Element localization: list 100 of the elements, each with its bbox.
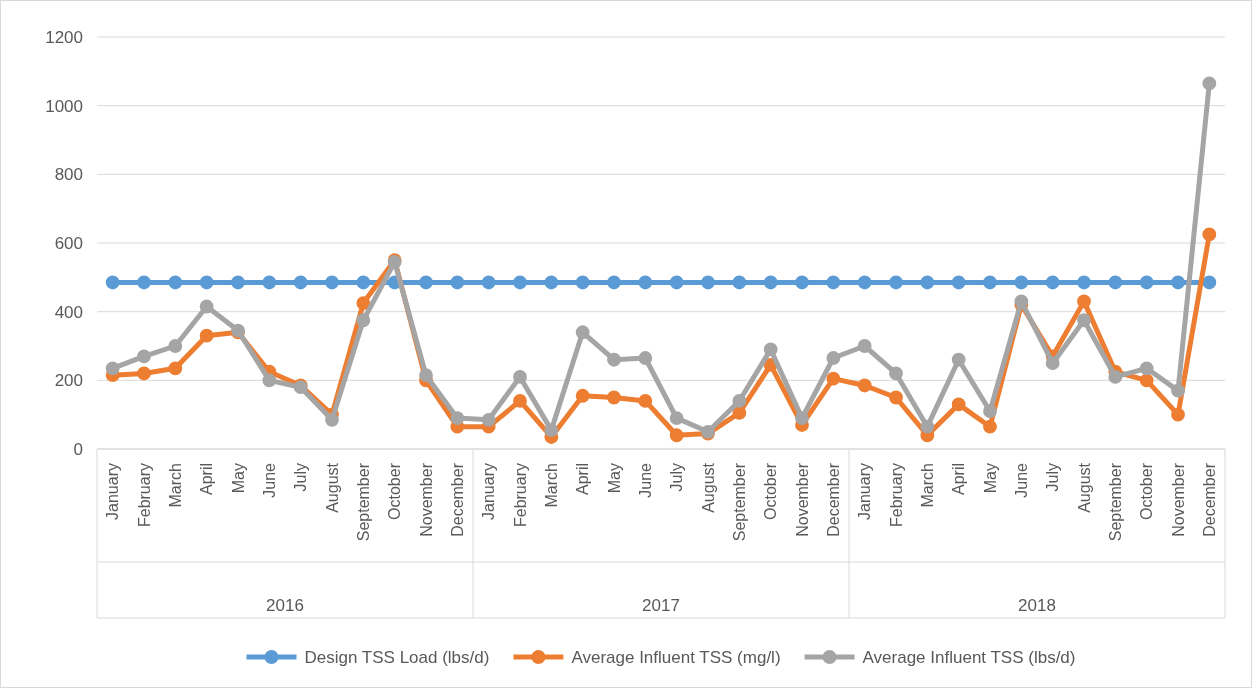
x-tick-label: October: [762, 462, 780, 520]
point: [983, 419, 997, 434]
point: [951, 397, 966, 412]
y-tick-label: 0: [73, 439, 83, 459]
x-tick-label: November: [1169, 462, 1187, 537]
x-tick-label: June: [1012, 462, 1030, 498]
point: [481, 275, 496, 290]
point: [857, 275, 872, 290]
point: [857, 378, 872, 393]
point: [1202, 227, 1217, 242]
point: [262, 373, 277, 388]
point: [325, 412, 339, 427]
point: [1077, 275, 1091, 290]
x-tick-label: September: [1106, 462, 1124, 542]
x-tick-label: October: [1138, 462, 1156, 520]
x-tick-label: April: [950, 463, 968, 496]
point: [1014, 275, 1029, 290]
x-tick-label: August: [699, 462, 717, 513]
x-tick-label: March: [918, 463, 936, 508]
point: [1171, 275, 1185, 290]
point: [199, 328, 214, 343]
x-tick-label: January: [480, 463, 498, 520]
point: [544, 275, 559, 290]
point: [356, 296, 371, 310]
x-tick-label: November: [793, 462, 811, 537]
legend-label: Design TSS Load (lbs/d): [304, 648, 490, 667]
point: [732, 394, 747, 408]
point: [763, 275, 778, 290]
x-tick-label: March: [166, 463, 184, 508]
point: [1077, 313, 1091, 328]
point: [168, 339, 183, 353]
point: [450, 275, 465, 290]
point: [262, 275, 277, 290]
point: [1139, 361, 1154, 376]
point: [137, 366, 151, 381]
point: [1077, 294, 1091, 309]
point: [920, 275, 935, 290]
text: 2018: [1018, 596, 1056, 615]
x-tick-label: September: [354, 462, 372, 542]
x-tick-label: July: [668, 463, 686, 492]
point: [513, 275, 527, 290]
point: [105, 275, 120, 290]
point: [701, 275, 715, 290]
x-tick-label: January: [856, 463, 874, 520]
point: [983, 275, 997, 290]
x-tick-label: November: [417, 462, 435, 537]
x-tick-label: June: [636, 462, 654, 498]
point: [857, 339, 872, 353]
point: [137, 275, 151, 290]
point: [168, 361, 183, 376]
point: [826, 351, 841, 365]
point: [983, 404, 997, 419]
x-tick-label: August: [323, 462, 341, 513]
point: [795, 411, 809, 425]
point: [669, 275, 684, 290]
point: [607, 390, 621, 405]
point: [826, 275, 841, 290]
point: [575, 275, 590, 290]
x-tick-label: February: [511, 463, 529, 528]
legend-label: Average Influent TSS (mg/l): [571, 648, 781, 667]
point: [638, 351, 653, 365]
point: [419, 368, 433, 383]
point: [920, 419, 935, 434]
x-tick-label: February: [887, 463, 905, 528]
point: [199, 299, 214, 314]
text: 2016: [266, 596, 304, 615]
x-tick-label: September: [730, 462, 748, 542]
x-tick-label: January: [104, 463, 122, 520]
point: [669, 411, 684, 425]
y-tick-label: 200: [54, 371, 83, 391]
y-tick-label: 600: [54, 233, 83, 253]
y-tick-label: 800: [54, 165, 83, 185]
x-tick-label: July: [292, 463, 310, 492]
point: [1171, 383, 1185, 398]
point: [889, 366, 903, 381]
point: [951, 275, 966, 290]
x-tick-label: April: [198, 463, 216, 496]
point: [575, 388, 590, 403]
point: [732, 275, 747, 290]
legend-label: Average Influent TSS (lbs/d): [862, 648, 1076, 667]
point: [951, 352, 966, 367]
point: [889, 390, 903, 405]
point: [168, 275, 183, 290]
x-tick-label: December: [824, 462, 842, 537]
point: [1202, 76, 1217, 91]
point: [638, 275, 653, 290]
point: [481, 412, 496, 427]
point: [763, 342, 778, 357]
point: [732, 406, 747, 420]
point: [513, 370, 527, 384]
point: [1139, 275, 1154, 290]
point: [1108, 275, 1123, 290]
point: [137, 349, 151, 364]
point: [1202, 275, 1217, 290]
point: [325, 275, 339, 290]
point: [638, 394, 653, 408]
y-tick-label: 1000: [45, 96, 83, 116]
point: [1171, 407, 1185, 422]
x-tick-label: May: [605, 463, 623, 494]
point: [826, 371, 841, 386]
